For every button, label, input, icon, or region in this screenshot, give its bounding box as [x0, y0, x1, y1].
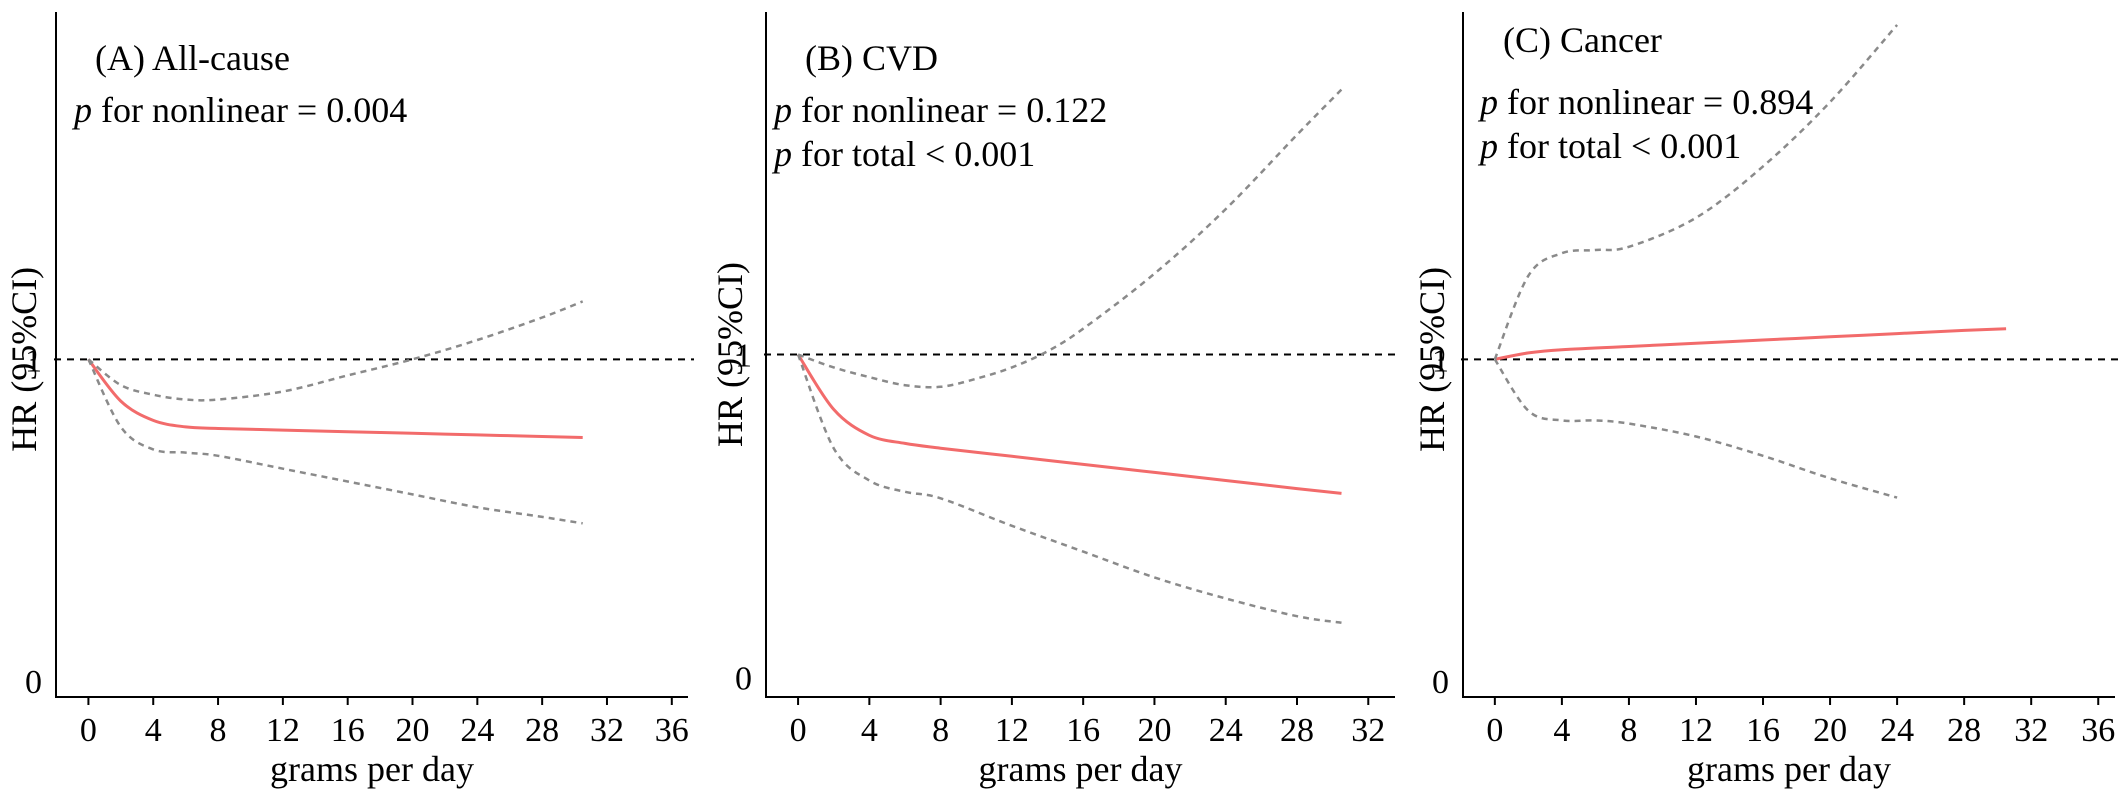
x-tick-label: 8 [210, 712, 227, 749]
hr-curve [796, 353, 1342, 495]
x-tick-label: 20 [396, 712, 430, 749]
x-tick-label: 36 [2081, 712, 2115, 749]
x-tick-label: 16 [1746, 712, 1780, 749]
x-tick-label: 12 [995, 712, 1029, 749]
x-axis-title: grams per day [270, 749, 474, 789]
x-tick-label: 8 [932, 712, 949, 749]
y-axis-title: HR (95%CI) [1412, 267, 1452, 452]
ci-lower-curve [796, 354, 1342, 624]
ci-lower-curve [1493, 358, 1898, 499]
x-tick-label: 32 [590, 712, 624, 749]
y-tick-label: 1 [25, 342, 42, 379]
x-axis-title: grams per day [979, 749, 1183, 789]
stat-line: p for nonlinear = 0.894 [1477, 82, 1813, 122]
ci-upper-curve [797, 88, 1343, 389]
x-tick-label: 4 [861, 712, 878, 749]
x-tick-label: 0 [790, 712, 807, 749]
ci-upper-curve [87, 300, 584, 402]
x-tick-label: 12 [1679, 712, 1713, 749]
panel-title: (C) Cancer [1503, 20, 1662, 60]
stat-line: p for nonlinear = 0.122 [771, 90, 1107, 130]
x-tick-label: 16 [1066, 712, 1100, 749]
x-tick-label: 20 [1137, 712, 1171, 749]
x-tick-label: 24 [460, 712, 494, 749]
x-tick-label: 28 [525, 712, 559, 749]
panel-title: (B) CVD [805, 38, 938, 78]
x-tick-label: 24 [1880, 712, 1914, 749]
y-tick-label: 0 [1432, 664, 1449, 701]
stat-line: p for nonlinear = 0.004 [71, 90, 407, 130]
y-tick-label: 1 [1432, 342, 1449, 379]
x-tick-label: 12 [266, 712, 300, 749]
panel-all-cause: 0 4 8 12 16 20 24 28 32 36 0 1 grams per day HR (95%C… [4, 12, 694, 789]
panel-title: (A) All-cause [95, 38, 290, 78]
x-tick-label: 32 [2014, 712, 2048, 749]
x-tick-label: 4 [1553, 712, 1570, 749]
x-tick-label: 16 [331, 712, 365, 749]
y-tick-label: 0 [25, 664, 42, 701]
x-tick-label: 28 [1947, 712, 1981, 749]
x-tick-label: 28 [1280, 712, 1314, 749]
y-tick-label: 0 [735, 661, 752, 698]
x-tick-label: 24 [1209, 712, 1243, 749]
stat-line: p for total < 0.001 [1477, 126, 1741, 166]
x-tick-label: 32 [1351, 712, 1385, 749]
stat-line: p for total < 0.001 [771, 134, 1035, 174]
hr-curve [87, 358, 583, 439]
ci-lower-curve [87, 358, 583, 525]
hr-curve [1494, 327, 2007, 361]
x-tick-label: 0 [80, 712, 97, 749]
x-tick-label: 0 [1486, 712, 1503, 749]
ci-upper-curve [1493, 24, 1899, 360]
x-tick-label: 4 [145, 712, 162, 749]
x-axis-title: grams per day [1687, 749, 1891, 789]
panels: 0 4 8 12 16 20 24 28 32 36 0 1 grams per day HR (95%C… [4, 12, 2121, 789]
y-axis-title: HR (95%CI) [710, 262, 750, 447]
y-axis-title: HR (95%CI) [4, 267, 44, 452]
axis-lines [765, 12, 1395, 698]
x-tick-label: 36 [655, 712, 689, 749]
panel-cancer: 0 4 8 12 16 20 24 28 32 36 0 1 grams per day HR (95%C… [1412, 12, 2121, 789]
x-tick-label: 8 [1620, 712, 1637, 749]
y-tick-label: 1 [735, 338, 752, 375]
x-tick-label: 20 [1813, 712, 1847, 749]
panel-cvd: 0 4 8 12 16 20 24 28 32 0 1 grams per day HR (95%CI)… [710, 12, 1401, 789]
